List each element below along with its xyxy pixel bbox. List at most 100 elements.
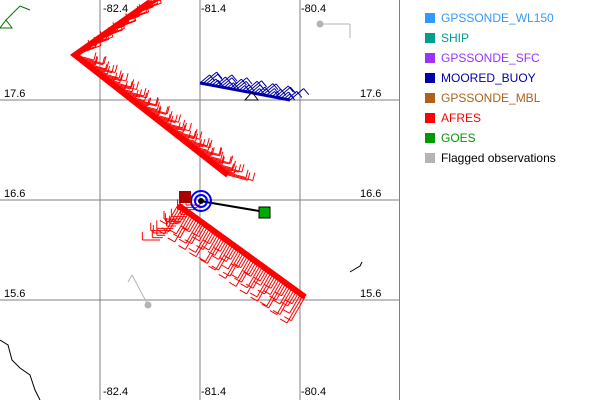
wind-barb-flag [239,289,247,295]
mbl-square [179,191,191,203]
wind-barb-flag [211,265,219,271]
wind-barb [168,207,183,233]
wind-barb [250,84,261,94]
wind-barb-flag [230,273,238,279]
wind-barb-flag [234,277,242,283]
wind-barb-flag [284,299,293,305]
wind-barb-flag [245,283,254,289]
wind-barb-flag [241,78,247,86]
wind-barb-flag [199,131,203,140]
wind-barb [290,296,306,321]
legend-swatch [425,53,435,63]
wind-barb-flag [155,96,159,105]
wind-barb-flag [106,61,110,70]
wind-barb-flag [146,98,150,107]
goes-square [258,206,271,219]
wind-barb [269,278,281,295]
wind-barb-flag [155,0,159,4]
wind-barb [202,71,217,84]
wind-barb-flag [230,263,239,269]
wind-barb [232,77,248,90]
wind-barb [246,266,264,295]
wind-barb [220,77,233,88]
wind-barb-flag [250,296,258,302]
wind-barb-flag [218,146,222,155]
wind-barb-flag [219,257,227,262]
wind-barb-flag [131,83,135,92]
wind-barb-flag [178,245,186,250]
wind-barb [218,241,230,260]
lat-tick-label: 16.6 [4,188,25,200]
wind-barb-flag [221,264,229,270]
wind-barb-flag [193,130,197,139]
wind-barb-flag [184,239,192,245]
wind-barb [289,88,304,101]
wind-barb-flag [118,70,122,79]
wind-barb-flag [282,308,290,314]
wind-barb-flag [284,316,292,322]
wind-barb-flag [274,291,282,297]
wind-barb-flag [206,137,210,146]
wind-barb-flag [159,219,168,225]
wind-barb-flag [241,269,250,275]
wind-barb-flag [202,138,206,147]
wind-barb [202,230,215,250]
buoy-track [199,81,291,102]
wind-barb [225,250,242,279]
wind-barb [205,235,221,262]
legend-swatch [425,133,435,143]
wind-barb [215,243,232,271]
wind-barb-flag [188,122,192,131]
legend-swatch [425,73,435,83]
legend-label: GOES [441,131,476,145]
wind-barb-flag [280,301,289,307]
wind-barb-flag [279,318,288,324]
wind-barb-flag [157,105,161,114]
wind-barb-flag [156,101,160,110]
wind-barb-flag [272,299,281,305]
lon-tick-label: -81.4 [201,3,226,15]
wind-barb-flag [167,237,175,243]
wind-barb-flag [111,64,115,73]
lon-tick-label: -81.4 [201,386,226,398]
wind-barb-flag [102,56,106,65]
legend-item: AFRES [425,108,556,128]
wind-barb-flag [200,259,208,264]
wind-barb-flag [253,280,261,286]
wind-barb [252,267,266,289]
wind-barb-flag [201,245,210,251]
lat-tick-label: 16.6 [360,188,381,200]
wind-barb-flag [106,65,110,74]
lat-tick-label: 17.6 [4,88,25,100]
legend-swatch [425,153,435,163]
wind-barb [247,80,262,93]
wind-barb-flag [172,233,181,239]
legend-item: SHIP [425,28,556,48]
wind-barb-map[interactable]: -82.4 -82.4 -81.4 -81.4 -80.4 -80.4 17.6 17.6 16… [0,0,400,400]
wind-barb-flag [183,122,187,131]
wind-barb [149,0,157,3]
lon-tick-label: -80.4 [301,386,326,398]
wind-barb-flag [252,172,256,181]
wind-barb-flag [169,110,173,119]
wind-barb-flag [104,64,108,73]
wind-barb-flag [165,106,169,115]
wind-barb [229,252,245,277]
lon-tick-label: -82.4 [103,3,128,15]
wind-barb-flag [114,72,118,81]
wind-barb-flag [178,238,187,244]
storm-center-dot [198,198,204,204]
wind-barb-flag [220,151,224,160]
wind-barb-flag [269,310,278,315]
wind-barb-flag [245,169,249,178]
wind-barb [191,223,204,244]
wind-barb [214,76,226,87]
wind-barb [218,244,234,271]
wind-barb-flag [174,114,178,123]
wind-barb [179,215,194,239]
wind-barb-flag [210,147,214,156]
wind-barb-flag [240,283,248,289]
wind-barb [235,80,247,91]
wind-barb-flag [178,114,182,123]
wind-barb-flag [192,236,200,242]
